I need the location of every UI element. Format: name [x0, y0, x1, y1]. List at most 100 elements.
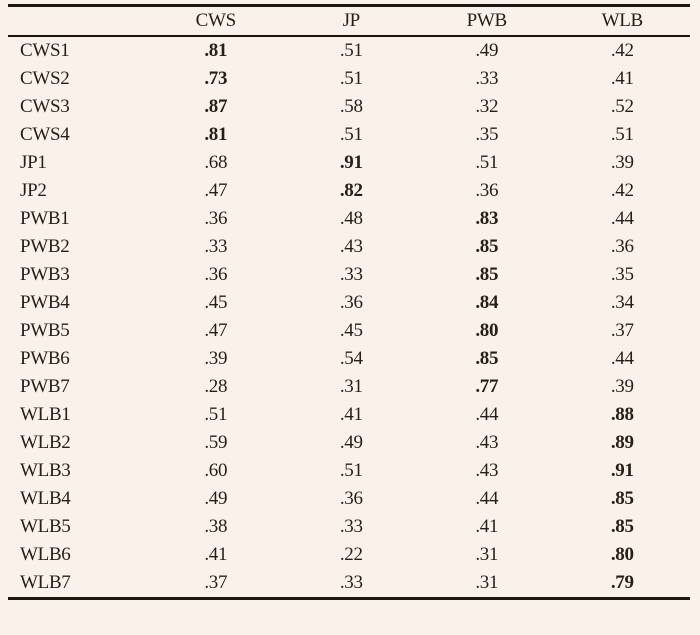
cross-loading-value: .51 — [204, 404, 228, 425]
primary-loading-value: .81 — [204, 40, 228, 61]
cross-loading-value: .36 — [204, 264, 228, 285]
cross-loading-value: .51 — [610, 124, 634, 145]
row-label: JP2 — [20, 180, 47, 201]
cross-loading-value: .42 — [610, 180, 634, 201]
cross-loading-value: .41 — [339, 404, 363, 425]
cross-loading-value: .59 — [204, 432, 228, 453]
row-label: CWS3 — [20, 96, 70, 117]
loadings-table-container: CWS JP PWB WLB CWS1 .81 .51 .49 .42 CWS2 .73 .5… — [8, 4, 690, 600]
table-row: PWB4 .45 .36 .84 .34 — [8, 289, 690, 317]
cross-loading-value: .45 — [204, 292, 228, 313]
row-label: PWB1 — [20, 208, 70, 229]
cross-loading-value: .36 — [339, 488, 363, 509]
cross-loading-value: .38 — [204, 516, 228, 537]
table-row: PWB6 .39 .54 .85 .44 — [8, 345, 690, 373]
primary-loading-value: .79 — [610, 572, 634, 593]
primary-loading-value: .80 — [475, 320, 499, 341]
primary-loading-value: .84 — [475, 292, 499, 313]
table-row: JP1 .68 .91 .51 .39 — [8, 149, 690, 177]
cross-loading-value: .44 — [610, 348, 634, 369]
header-cell-wlb: WLB — [554, 5, 690, 37]
row-label: CWS4 — [20, 124, 70, 145]
cross-loading-value: .33 — [339, 516, 363, 537]
cross-loading-value: .33 — [339, 264, 363, 285]
header-row: CWS JP PWB WLB — [8, 5, 690, 37]
cross-loading-value: .31 — [475, 544, 499, 565]
row-label: PWB6 — [20, 348, 70, 369]
row-label: WLB3 — [20, 460, 71, 481]
cross-loading-value: .51 — [339, 40, 363, 61]
cross-loading-value: .39 — [610, 152, 634, 173]
cross-loading-value: .36 — [339, 292, 363, 313]
table-row: PWB1 .36 .48 .83 .44 — [8, 205, 690, 233]
primary-loading-value: .81 — [204, 124, 228, 145]
table-row: PWB2 .33 .43 .85 .36 — [8, 233, 690, 261]
table-row: CWS1 .81 .51 .49 .42 — [8, 36, 690, 65]
cross-loading-value: .35 — [610, 264, 634, 285]
header-cell-cws: CWS — [148, 5, 284, 37]
cross-loading-value: .36 — [204, 208, 228, 229]
header-cell-empty — [8, 5, 148, 37]
cross-loading-value: .33 — [475, 68, 499, 89]
cross-loading-value: .54 — [339, 348, 363, 369]
cross-loading-value: .28 — [204, 376, 228, 397]
table-body: CWS1 .81 .51 .49 .42 CWS2 .73 .51 .33 .41 CWS3 .87.… — [8, 36, 690, 599]
primary-loading-value: .73 — [204, 68, 228, 89]
cross-loading-value: .35 — [475, 124, 499, 145]
cross-loading-value: .39 — [204, 348, 228, 369]
cross-loading-value: .43 — [339, 236, 363, 257]
row-label: PWB5 — [20, 320, 70, 341]
cross-loading-value: .49 — [204, 488, 228, 509]
table-row: PWB3 .36 .33 .85 .35 — [8, 261, 690, 289]
primary-loading-value: .87 — [204, 96, 228, 117]
primary-loading-value: .85 — [475, 348, 499, 369]
cross-loading-value: .34 — [610, 292, 634, 313]
row-label: PWB7 — [20, 376, 70, 397]
cross-loading-value: .41 — [610, 68, 634, 89]
row-label: WLB7 — [20, 572, 71, 593]
cross-loading-value: .32 — [475, 96, 499, 117]
primary-loading-value: .85 — [610, 488, 634, 509]
table-row: WLB7 .37 .33 .31 .79 — [8, 569, 690, 599]
cross-loading-value: .39 — [610, 376, 634, 397]
cross-loading-value: .47 — [204, 180, 228, 201]
primary-loading-value: .82 — [339, 180, 363, 201]
primary-loading-value: .77 — [475, 376, 499, 397]
table-row: PWB7 .28 .31 .77 .39 — [8, 373, 690, 401]
row-label: PWB2 — [20, 236, 70, 257]
loadings-table: CWS JP PWB WLB CWS1 .81 .51 .49 .42 CWS2 .73 .5… — [8, 4, 690, 600]
table-row: WLB4 .49 .36 .44 .85 — [8, 485, 690, 513]
table-row: WLB1 .51 .41 .44 .88 — [8, 401, 690, 429]
primary-loading-value: .83 — [475, 208, 499, 229]
cross-loading-value: .36 — [475, 180, 499, 201]
row-label: WLB5 — [20, 516, 71, 537]
row-label: CWS1 — [20, 40, 70, 61]
cross-loading-value: .51 — [339, 124, 363, 145]
primary-loading-value: .85 — [610, 516, 634, 537]
cross-loading-value: .48 — [339, 208, 363, 229]
cross-loading-value: .22 — [339, 544, 363, 565]
cross-loading-value: .42 — [610, 40, 634, 61]
cross-loading-value: .31 — [339, 376, 363, 397]
cross-loading-value: .45 — [339, 320, 363, 341]
cross-loading-value: .36 — [610, 236, 634, 257]
cross-loading-value: .43 — [475, 432, 499, 453]
cross-loading-value: .31 — [475, 572, 499, 593]
cross-loading-value: .44 — [475, 404, 499, 425]
primary-loading-value: .80 — [610, 544, 634, 565]
table-row: CWS4 .81 .51 .35 .51 — [8, 121, 690, 149]
cross-loading-value: .37 — [610, 320, 634, 341]
header-cell-jp: JP — [283, 5, 419, 37]
row-label: WLB2 — [20, 432, 71, 453]
cross-loading-value: .44 — [610, 208, 634, 229]
cross-loading-value: .33 — [339, 572, 363, 593]
cross-loading-value: .37 — [204, 572, 228, 593]
primary-loading-value: .88 — [610, 404, 634, 425]
row-label: PWB4 — [20, 292, 70, 313]
table-row: WLB3 .60 .51 .43 .91 — [8, 457, 690, 485]
primary-loading-value: .89 — [610, 432, 634, 453]
primary-loading-value: .91 — [610, 460, 634, 481]
table-row: CWS2 .73 .51 .33 .41 — [8, 65, 690, 93]
row-label: PWB3 — [20, 264, 70, 285]
